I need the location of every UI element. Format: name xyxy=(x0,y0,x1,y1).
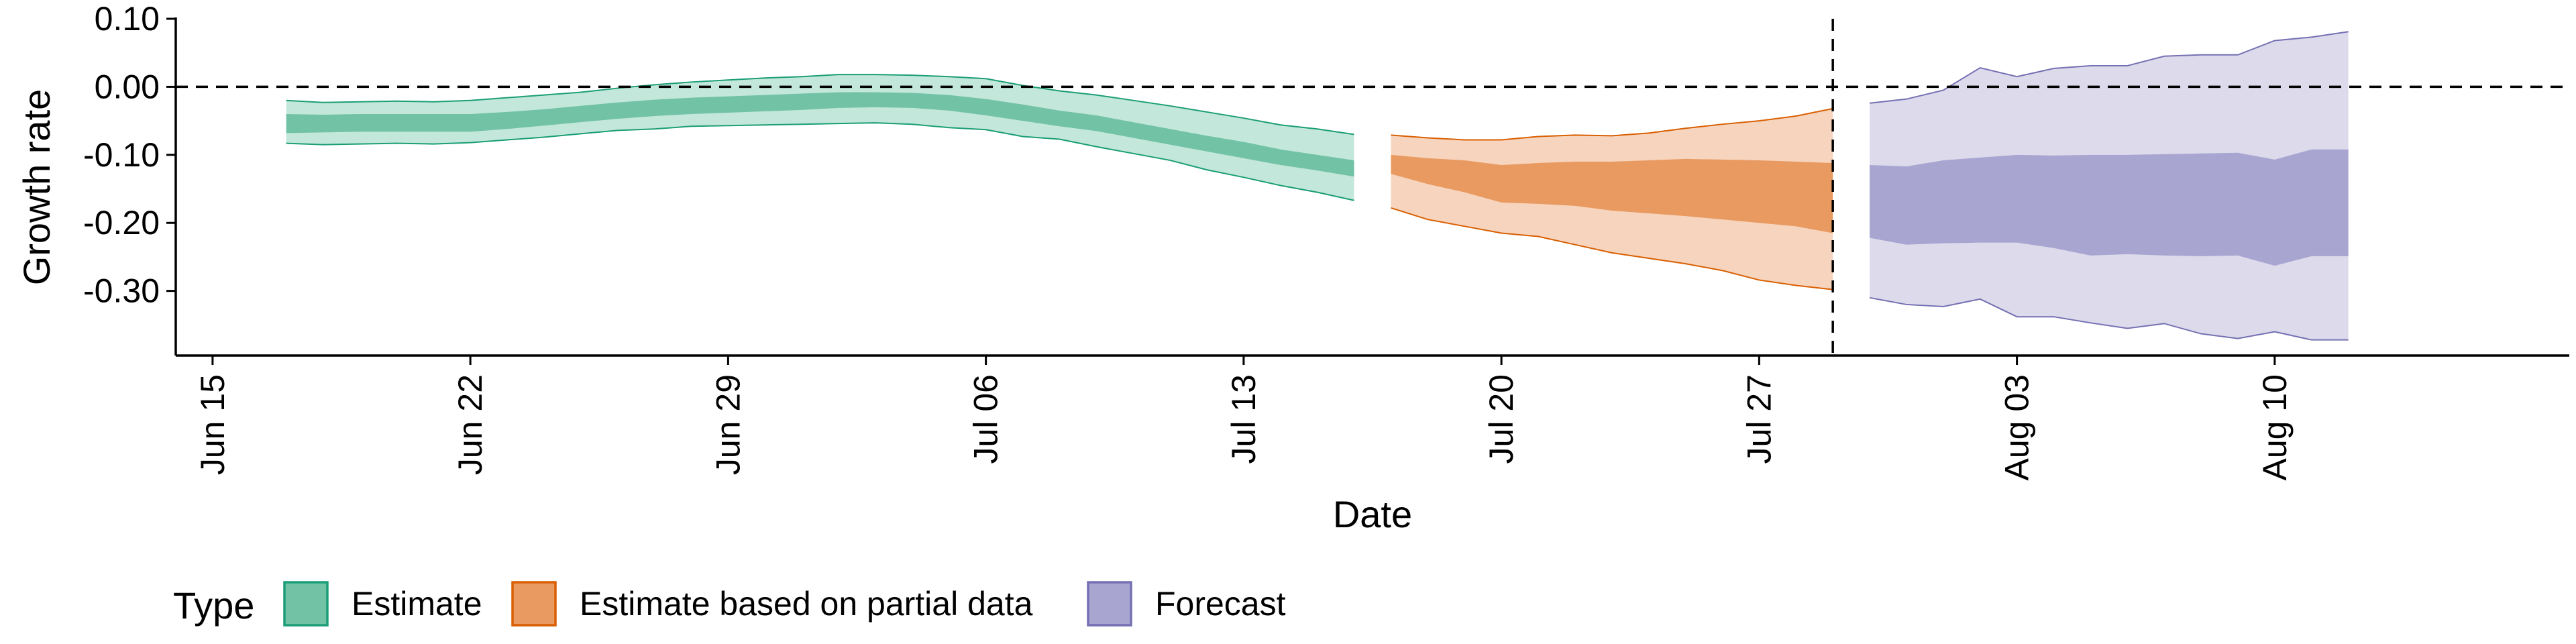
ribbon-layer xyxy=(286,31,2349,341)
legend-key xyxy=(1087,581,1132,627)
x-tick-label: Jul 13 xyxy=(1225,374,1263,464)
axes-layer: 0.10 0.00 -0.10 -0.20 -0.30 Jun 15 Jun 22 Jun 2… xyxy=(83,0,2569,480)
legend-key xyxy=(283,581,329,627)
series-3-ribbon xyxy=(1869,31,2349,341)
reference-lines xyxy=(176,19,2569,356)
series-1-ribbon xyxy=(286,74,1354,201)
legend-item-1: Estimate xyxy=(283,581,482,627)
x-tick-label: Aug 10 xyxy=(2256,374,2294,480)
series-1-lower-edge xyxy=(286,122,1354,201)
x-tick-label: Jun 29 xyxy=(709,374,747,475)
x-tick-label: Jul 27 xyxy=(1740,374,1778,464)
y-axis-title: Growth rate xyxy=(15,89,58,286)
x-axis-title: Date xyxy=(1333,493,1412,535)
series-1-upper-edge xyxy=(286,74,1354,136)
legend-title: Type xyxy=(173,584,254,627)
series-2-ribbon xyxy=(1391,107,1833,290)
series-2-lower-edge xyxy=(1391,207,1833,290)
y-tick-label: -0.30 xyxy=(83,272,160,310)
legend-item-2: Estimate based on partial data xyxy=(511,581,1033,627)
series-1-inner-band xyxy=(286,92,1354,177)
legend-label: Estimate based on partial data xyxy=(580,585,1033,623)
x-tick-label: Jul 20 xyxy=(1483,374,1520,464)
y-tick-label: 0.10 xyxy=(95,0,160,38)
x-tick-label: Jun 22 xyxy=(451,374,489,475)
y-tick-label: 0.00 xyxy=(95,68,160,105)
x-tick-label: Jul 06 xyxy=(967,374,1005,464)
y-tick-label: -0.20 xyxy=(83,204,160,241)
series-2-upper-edge xyxy=(1391,107,1833,141)
series-2-inner-band xyxy=(1391,154,1833,233)
y-tick-label: -0.10 xyxy=(83,136,160,174)
legend-label: Forecast xyxy=(1155,585,1286,623)
legend-item-3: Forecast xyxy=(1087,581,1286,627)
series-1-outer-band xyxy=(286,74,1354,201)
x-tick-label: Jun 15 xyxy=(194,374,231,475)
series-3-inner-band xyxy=(1870,149,2349,266)
legend: Type Estimate Estimate based on partial d… xyxy=(173,581,1286,627)
series-3-lower-edge xyxy=(1869,297,2349,341)
x-tick-label: Aug 03 xyxy=(1998,374,2036,480)
legend-label: Estimate xyxy=(352,585,482,623)
legend-key xyxy=(511,581,557,627)
